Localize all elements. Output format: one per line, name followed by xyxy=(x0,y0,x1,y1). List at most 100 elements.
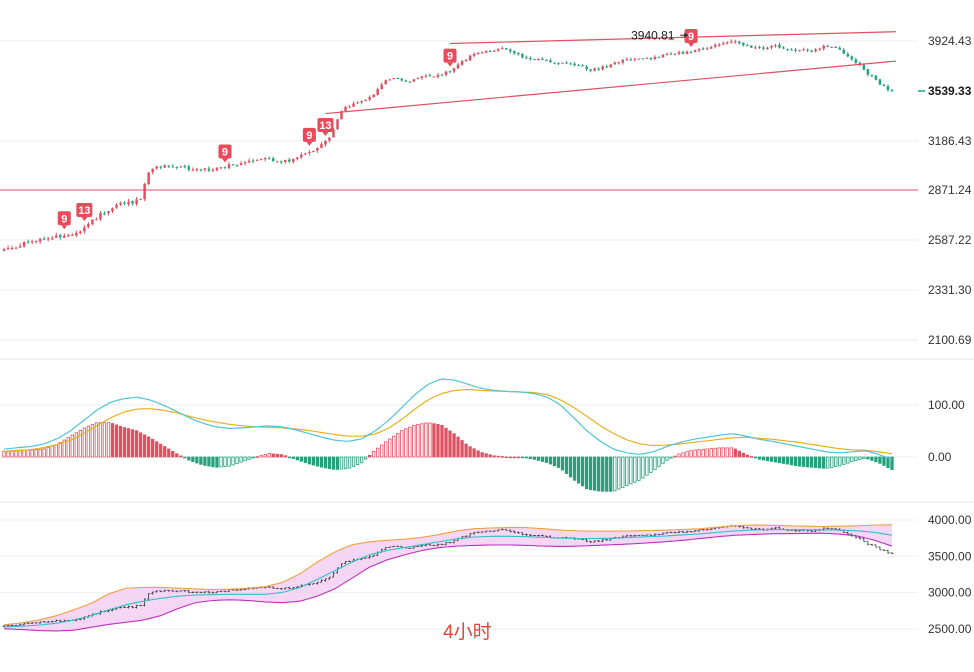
candle-body xyxy=(874,75,878,80)
sequential-marker-label: 13 xyxy=(319,120,331,132)
macd-histogram-bar xyxy=(452,433,456,458)
candle-body xyxy=(866,69,870,75)
macd-histogram-bar xyxy=(339,456,344,470)
macd-histogram-bar xyxy=(279,454,283,458)
sequential-marker xyxy=(76,202,93,217)
candle-body xyxy=(786,48,789,50)
candle-body xyxy=(689,51,693,53)
candle-body xyxy=(324,140,327,145)
bollinger-band-fill xyxy=(4,524,892,631)
candle-body xyxy=(444,71,448,75)
macd-histogram-bar xyxy=(496,455,500,458)
candle-body xyxy=(492,50,496,52)
candle-body xyxy=(521,53,524,58)
macd-histogram-bar xyxy=(641,456,645,479)
timeframe-label: 4小时 xyxy=(443,621,492,643)
macd-histogram-bar xyxy=(456,436,460,458)
candle-body xyxy=(111,208,114,212)
macd-histogram-bar xyxy=(251,456,255,459)
macd-histogram-bar xyxy=(637,456,641,481)
macd-histogram-bar xyxy=(850,456,854,463)
candle-body xyxy=(54,235,58,238)
candle-body xyxy=(75,232,78,236)
macd-histogram-bar xyxy=(516,456,520,459)
candle-body xyxy=(746,45,749,47)
candle-body xyxy=(356,102,359,104)
macd-histogram-bar xyxy=(657,456,661,467)
chart-marks xyxy=(2,39,894,627)
candle-body xyxy=(191,169,195,171)
candle-body xyxy=(139,198,142,200)
candle-body xyxy=(589,69,592,71)
macd-histogram-bar xyxy=(552,456,557,467)
macd-histogram-bar xyxy=(130,429,135,458)
macd-histogram-bar xyxy=(629,456,633,485)
candle-body xyxy=(593,68,596,71)
macd-histogram-bar xyxy=(311,456,316,466)
candle-body xyxy=(637,58,641,60)
macd-histogram-bar xyxy=(753,456,758,459)
candle-body xyxy=(59,235,62,238)
candle-body xyxy=(794,49,797,51)
candle-body xyxy=(380,84,383,90)
candle-body xyxy=(854,59,858,63)
macd-histogram-bar xyxy=(327,456,332,469)
macd-histogram-bar xyxy=(98,422,103,458)
high-annotation-arrowhead xyxy=(684,32,689,38)
boll-y-axis-tick: 3000.00 xyxy=(928,586,972,600)
candle-body xyxy=(91,219,94,225)
sequential-marker-pointer xyxy=(61,225,68,230)
candle-body xyxy=(754,47,757,49)
candle-body xyxy=(42,238,46,240)
chart-overlays: 9 13 9 9 13 9 9 3940.81 xyxy=(0,28,925,632)
candle-body xyxy=(432,76,436,78)
candle-body xyxy=(396,78,400,80)
macd-histogram-bar xyxy=(797,456,802,467)
macd-histogram-bar xyxy=(621,456,625,488)
candle-body xyxy=(460,61,464,65)
macd-histogram-bar xyxy=(673,455,677,458)
candle-body xyxy=(127,201,130,204)
candle-body xyxy=(99,212,102,220)
macd-histogram-bar xyxy=(464,443,468,458)
candle-body xyxy=(842,49,846,54)
macd-histogram-bar xyxy=(134,430,139,458)
macd-histogram-bar xyxy=(512,456,516,459)
candle-body xyxy=(673,53,677,55)
macd-histogram-bar xyxy=(761,456,766,461)
macd-histogram-bar xyxy=(392,435,396,458)
candle-body xyxy=(247,160,251,163)
macd-histogram-bar xyxy=(114,424,119,458)
candle-body xyxy=(207,168,211,171)
sequential-marker-pointer xyxy=(221,158,228,163)
candle-body xyxy=(641,58,645,60)
macd-histogram-bar xyxy=(890,456,894,470)
macd-histogram-bar xyxy=(769,456,774,462)
y-axis-tick: 2100.69 xyxy=(928,333,972,347)
candle-body xyxy=(533,59,536,61)
macd-y-axis-tick: 0.00 xyxy=(928,450,952,464)
macd-histogram-bar xyxy=(299,456,303,462)
macd-histogram-bar xyxy=(504,456,508,459)
candle-body xyxy=(810,50,813,52)
candle-body xyxy=(83,227,86,232)
candle-body xyxy=(734,41,737,43)
macd-histogram-bar xyxy=(492,455,496,458)
y-axis-tick: 2331.30 xyxy=(928,283,972,297)
candle-body xyxy=(296,157,299,160)
macd-histogram-bar xyxy=(814,456,818,468)
candle-body xyxy=(171,166,175,168)
candle-body xyxy=(882,84,886,86)
sequential-marker xyxy=(443,48,457,63)
macd-histogram-bar xyxy=(436,423,440,458)
candle-body xyxy=(838,47,842,50)
candle-body xyxy=(2,249,6,251)
macd-histogram-bar xyxy=(472,448,476,458)
macd-histogram-bar xyxy=(66,437,70,458)
macd-histogram-bar xyxy=(793,456,798,466)
candle-body xyxy=(135,199,138,204)
candle-body xyxy=(621,60,625,63)
macd-histogram-bar xyxy=(484,453,488,458)
candle-body xyxy=(758,47,761,49)
candle-body xyxy=(456,64,460,69)
